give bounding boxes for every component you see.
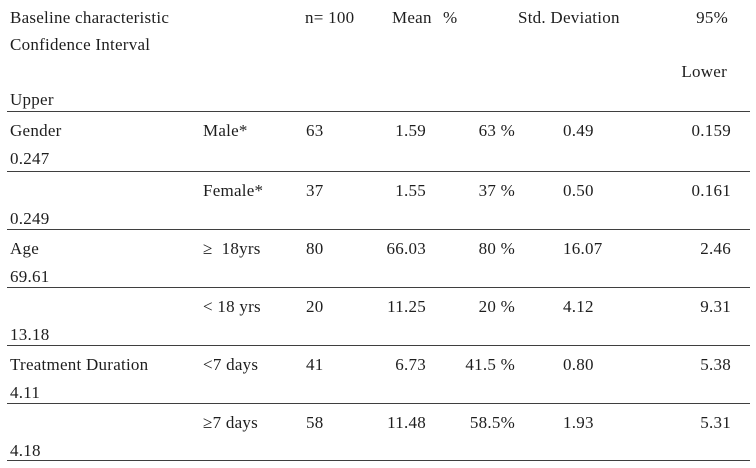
cell-subgroup: ≥ 18yrs bbox=[203, 239, 261, 258]
cell-characteristic: Treatment Duration bbox=[10, 355, 149, 374]
cell-std: 0.49 bbox=[563, 121, 594, 140]
header-ci-95: 95% bbox=[696, 8, 728, 27]
cell-subgroup: Male* bbox=[203, 121, 248, 140]
cell-mean: 11.48 bbox=[387, 413, 426, 432]
cell-ci-lower: 5.31 bbox=[700, 413, 731, 432]
cell-percent: 37 % bbox=[478, 181, 515, 200]
header-upper: Upper bbox=[10, 90, 54, 109]
cell-characteristic: Age bbox=[10, 239, 40, 258]
cell-subgroup: ≥7 days bbox=[203, 413, 258, 432]
cell-subgroup: Female* bbox=[203, 181, 264, 200]
cell-ci-lower: 0.161 bbox=[691, 181, 731, 200]
cell-std: 1.93 bbox=[563, 413, 594, 432]
cell-mean: 11.25 bbox=[387, 297, 426, 316]
cell-ci-lower: 9.31 bbox=[700, 297, 731, 316]
header-mean: Mean bbox=[392, 8, 432, 27]
cell-mean: 1.55 bbox=[395, 181, 426, 200]
table-rule-7 bbox=[7, 460, 750, 461]
cell-percent: 41.5 % bbox=[465, 355, 515, 374]
cell-n: 63 bbox=[306, 121, 324, 140]
cell-std: 0.50 bbox=[563, 181, 594, 200]
cell-percent: 63 % bbox=[478, 121, 515, 140]
table-rule-5 bbox=[7, 345, 750, 346]
cell-ci-upper: 4.11 bbox=[10, 383, 41, 402]
cell-mean: 6.73 bbox=[395, 355, 426, 374]
table-rule-2 bbox=[7, 171, 750, 172]
table-rule-6 bbox=[7, 403, 750, 404]
cell-ci-upper: 0.247 bbox=[10, 149, 50, 168]
header-percent: % bbox=[443, 8, 458, 27]
cell-percent: 80 % bbox=[478, 239, 515, 258]
cell-percent: 58.5% bbox=[469, 413, 515, 432]
header-confidence-interval: Confidence Interval bbox=[10, 35, 151, 54]
cell-subgroup: <7 days bbox=[203, 355, 259, 374]
cell-percent: 20 % bbox=[478, 297, 515, 316]
cell-characteristic: Gender bbox=[10, 121, 62, 140]
table-rule-4 bbox=[7, 287, 750, 288]
cell-ci-lower: 2.46 bbox=[700, 239, 731, 258]
header-baseline-characteristic: Baseline characteristic bbox=[10, 8, 170, 27]
cell-n: 80 bbox=[306, 239, 324, 258]
cell-ci-lower: 0.159 bbox=[691, 121, 731, 140]
cell-n: 37 bbox=[306, 181, 324, 200]
cell-mean: 1.59 bbox=[395, 121, 426, 140]
cell-n: 58 bbox=[306, 413, 324, 432]
cell-ci-upper: 4.18 bbox=[10, 441, 41, 460]
cell-ci-upper: 13.18 bbox=[10, 325, 50, 344]
cell-ci-upper: 69.61 bbox=[10, 267, 50, 286]
cell-n: 20 bbox=[306, 297, 324, 316]
cell-ci-lower: 5.38 bbox=[700, 355, 731, 374]
table-rule-3 bbox=[7, 229, 750, 230]
header-std-deviation: Std. Deviation bbox=[518, 8, 620, 27]
cell-mean: 66.03 bbox=[386, 239, 426, 258]
cell-std: 4.12 bbox=[563, 297, 594, 316]
cell-n: 41 bbox=[306, 355, 324, 374]
table-rule-1 bbox=[7, 111, 750, 112]
header-n: n= 100 bbox=[305, 8, 355, 27]
header-lower: Lower bbox=[681, 62, 727, 81]
cell-subgroup: < 18 yrs bbox=[203, 297, 261, 316]
cell-std: 0.80 bbox=[563, 355, 594, 374]
cell-std: 16.07 bbox=[563, 239, 603, 258]
cell-ci-upper: 0.249 bbox=[10, 209, 50, 228]
